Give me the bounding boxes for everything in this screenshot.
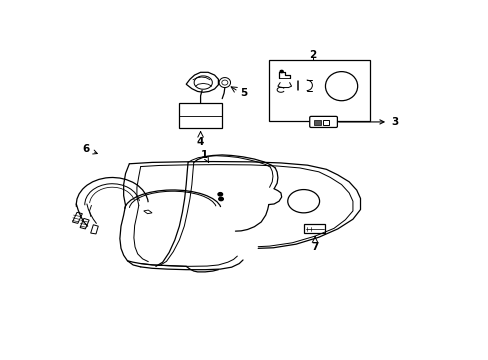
Bar (313, 120, 320, 125)
FancyBboxPatch shape (309, 116, 337, 127)
Circle shape (218, 197, 223, 201)
Text: 7: 7 (311, 242, 318, 252)
Text: 4: 4 (197, 137, 204, 147)
Bar (268, 60, 369, 121)
Bar (178, 103, 222, 128)
Circle shape (218, 193, 222, 196)
Polygon shape (143, 210, 152, 214)
Polygon shape (186, 72, 218, 92)
Text: 2: 2 (309, 50, 316, 60)
Text: 5: 5 (240, 87, 247, 98)
Circle shape (280, 70, 283, 73)
Text: 6: 6 (82, 144, 97, 154)
Polygon shape (72, 212, 82, 223)
Bar (304, 224, 325, 233)
Polygon shape (90, 225, 98, 234)
Text: 1: 1 (201, 150, 208, 162)
Text: 3: 3 (338, 117, 397, 127)
Polygon shape (80, 219, 89, 229)
Bar (323, 120, 328, 125)
